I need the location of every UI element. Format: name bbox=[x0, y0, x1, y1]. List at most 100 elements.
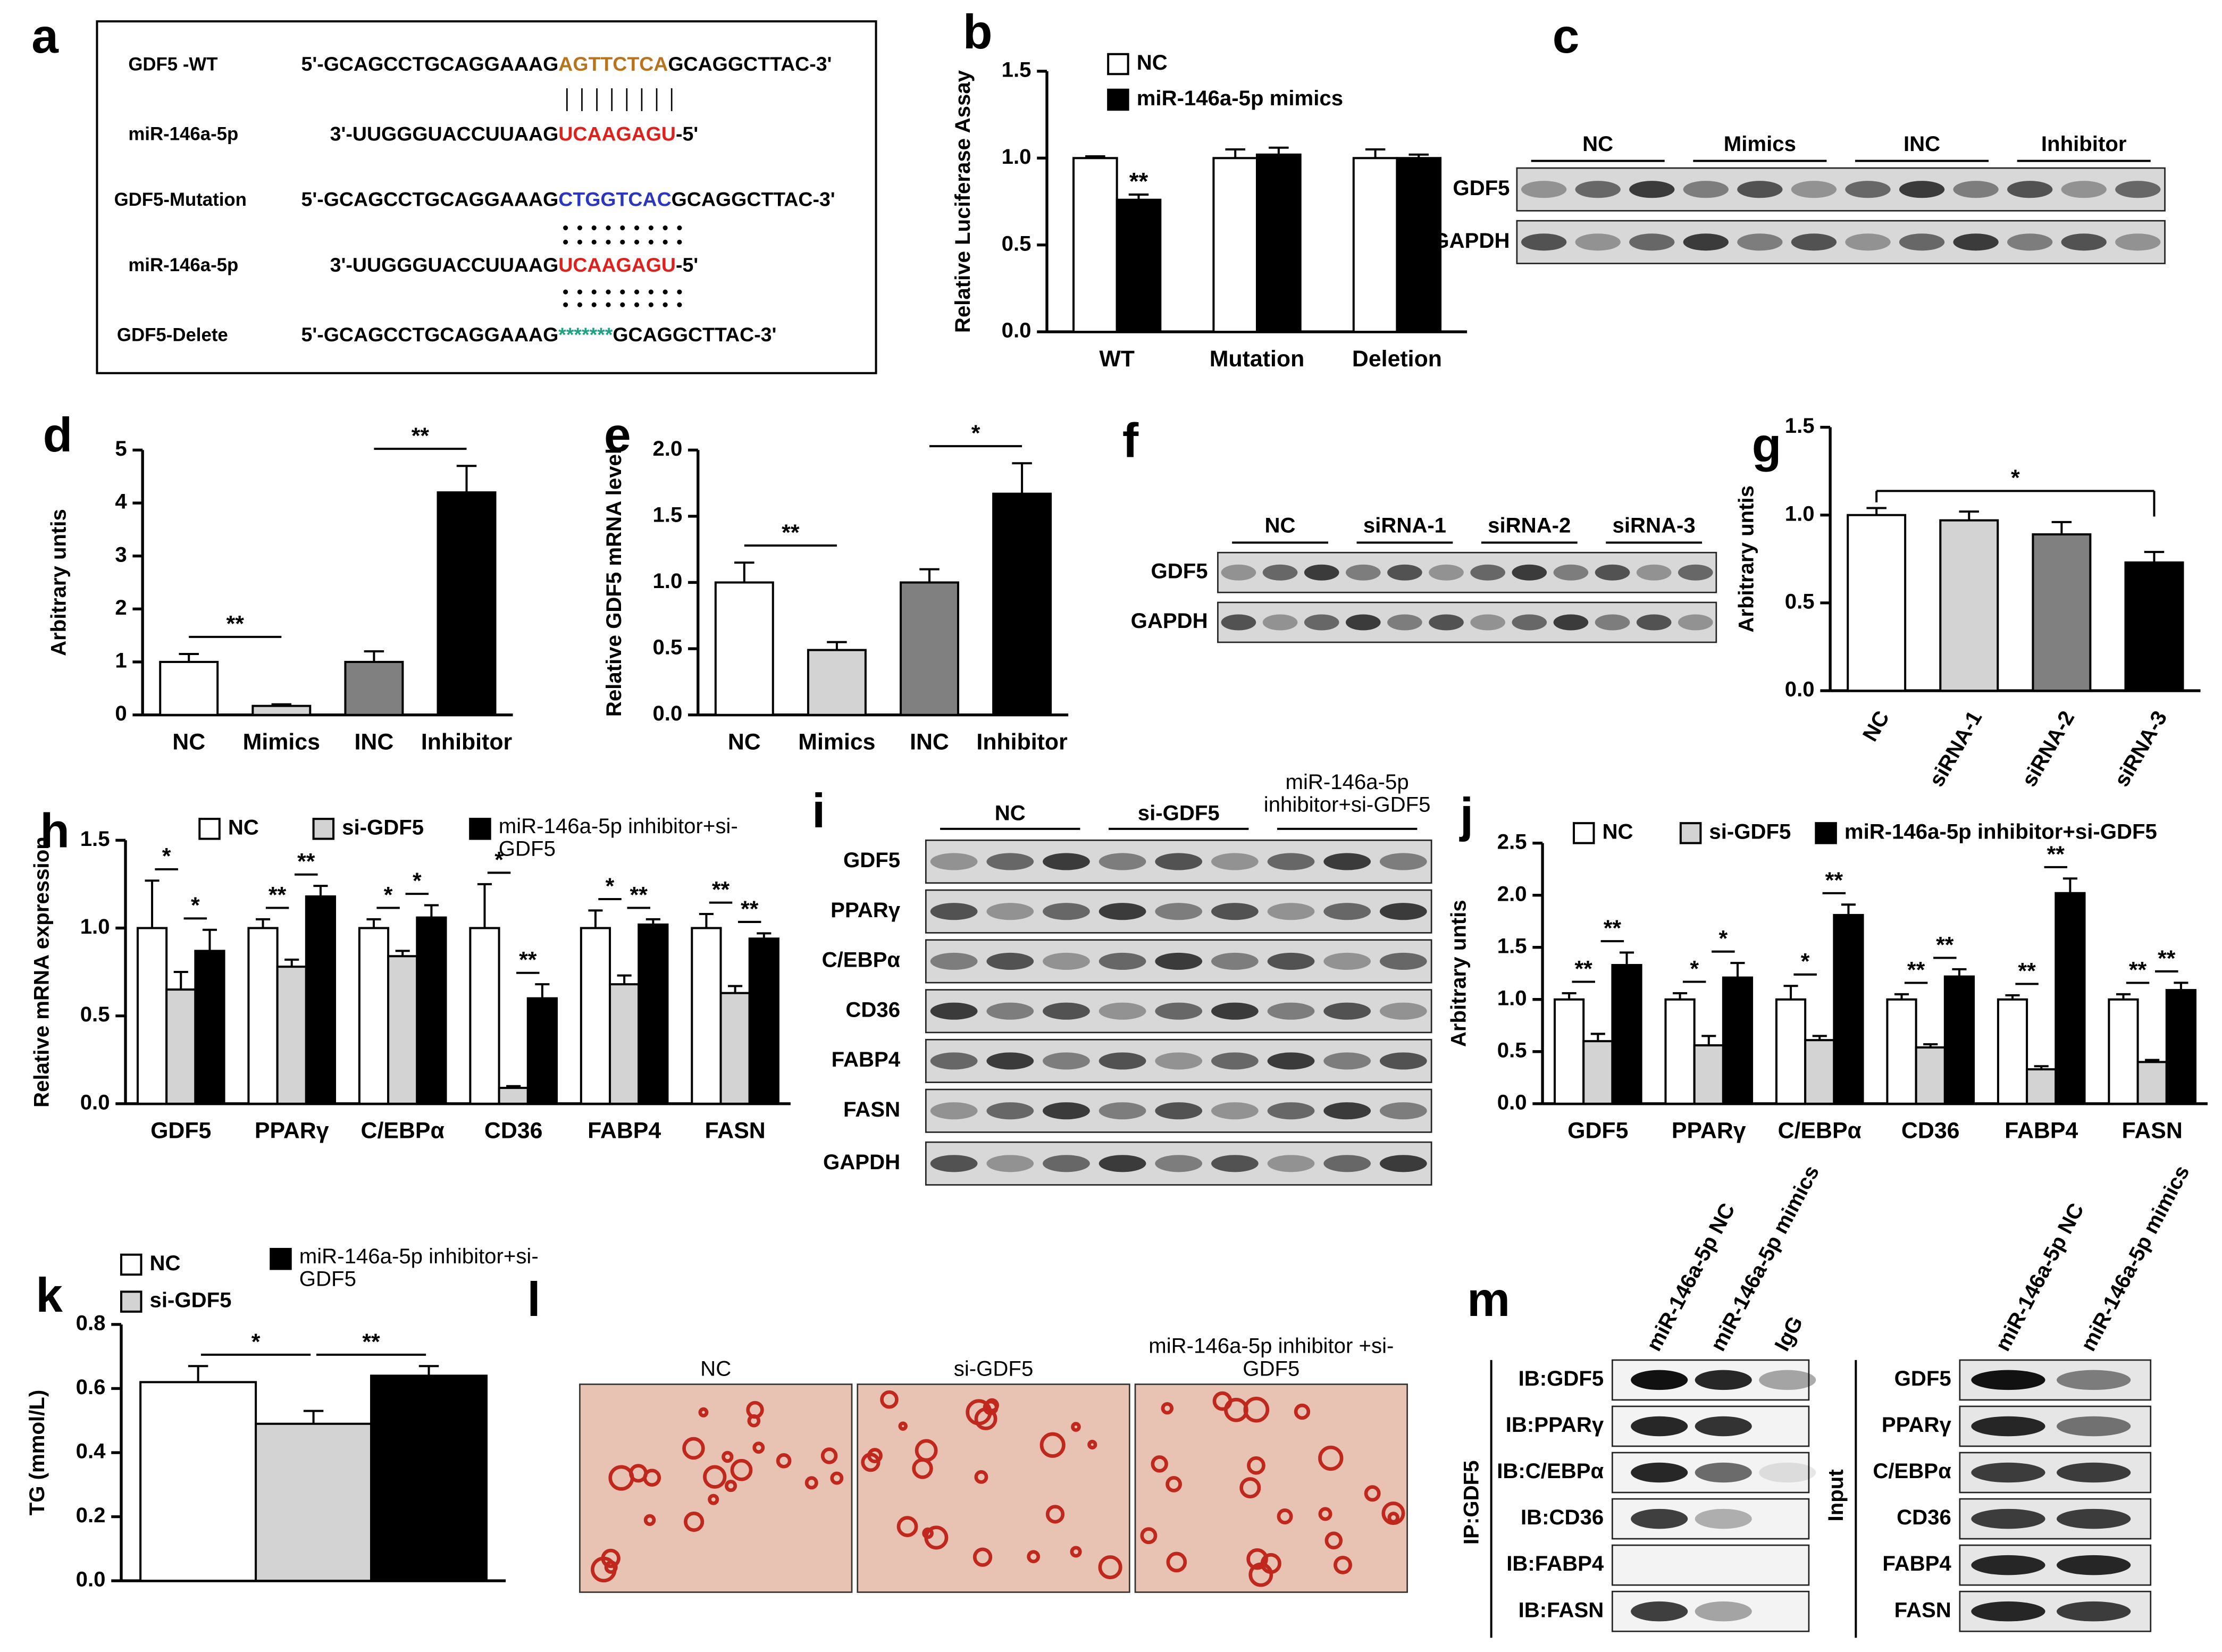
error-bar bbox=[734, 561, 754, 583]
x-tick-label: Mutation bbox=[1210, 346, 1304, 372]
panel-letter: i bbox=[812, 784, 825, 838]
blot-band bbox=[930, 1052, 978, 1070]
pairing-dot bbox=[663, 302, 668, 307]
lipid-droplet bbox=[1045, 1505, 1065, 1524]
y-axis-label: Relative GDF5 mRNA level bbox=[602, 448, 626, 717]
ip-label: IP:GDF5 bbox=[1459, 1461, 1483, 1545]
pairing-dot bbox=[606, 239, 611, 245]
y-tick-label: 0.2 bbox=[76, 1503, 106, 1527]
error-bar bbox=[1866, 507, 1886, 515]
blot-band bbox=[1575, 233, 1621, 251]
legend-label: NC bbox=[1603, 820, 1633, 844]
error-bar bbox=[827, 641, 847, 650]
blot-band bbox=[1267, 853, 1315, 870]
significance: * bbox=[1690, 956, 1699, 982]
error-bar bbox=[728, 985, 743, 993]
blot-band bbox=[1379, 853, 1427, 870]
sequence-label: miR-146a-5p bbox=[128, 124, 238, 145]
bar bbox=[194, 950, 225, 1105]
error-bar bbox=[919, 568, 940, 583]
pairing-dot bbox=[663, 289, 668, 295]
y-tick-label: 4 bbox=[115, 490, 127, 514]
x-tick-label: FABP4 bbox=[2005, 1118, 2078, 1144]
blot-band bbox=[1379, 1052, 1427, 1070]
x-tick-label: Deletion bbox=[1352, 346, 1442, 372]
y-tick-label: 1.0 bbox=[1785, 501, 1815, 525]
significance: ** bbox=[1907, 957, 1925, 983]
significance: * bbox=[1801, 949, 1810, 975]
legend-swatch bbox=[198, 818, 221, 840]
blot-row-label: FASN bbox=[843, 1097, 900, 1121]
blot-band bbox=[930, 952, 978, 970]
group-label: NC bbox=[1582, 132, 1613, 156]
pairing-dot bbox=[677, 225, 682, 231]
blot-band bbox=[1899, 181, 1945, 198]
sequence-part: 5'-GCAGCCTGCAGGAAAG bbox=[301, 188, 559, 211]
panel-letter: f bbox=[1122, 414, 1139, 468]
error-bar bbox=[364, 650, 384, 662]
blot-band bbox=[1267, 1052, 1315, 1070]
y-tick-label: 0.0 bbox=[76, 1567, 106, 1591]
blot-band bbox=[1211, 1102, 1259, 1120]
blot-band bbox=[930, 1002, 978, 1020]
pairing-dot bbox=[606, 225, 611, 231]
blot-band bbox=[1345, 614, 1381, 631]
input-row-label: FABP4 bbox=[1882, 1552, 1951, 1575]
error-bar bbox=[418, 1365, 439, 1376]
lipid-droplet bbox=[747, 1414, 761, 1428]
blot-band bbox=[1636, 614, 1672, 631]
blot-strip bbox=[1516, 167, 2166, 212]
y-axis-label: Arbitrary untis bbox=[46, 509, 70, 656]
group-label: INC bbox=[1904, 132, 1940, 156]
blot-band bbox=[1043, 1052, 1090, 1070]
lipid-droplet bbox=[1087, 1439, 1097, 1450]
sequence-part: GCAGGCTTAC-3' bbox=[613, 323, 776, 346]
bar bbox=[159, 660, 219, 716]
pairing-dot bbox=[620, 239, 625, 245]
error-bar bbox=[366, 918, 381, 928]
sequence-part: GCAGGCTTAC-3' bbox=[672, 188, 835, 211]
error-bar bbox=[1365, 148, 1386, 158]
significance-line bbox=[1875, 490, 2156, 517]
blot-band bbox=[930, 903, 978, 920]
blot-band bbox=[1099, 903, 1146, 920]
sequence-site: ******* bbox=[558, 323, 613, 346]
lipid-droplet bbox=[698, 1407, 709, 1418]
lipid-droplet bbox=[682, 1437, 705, 1460]
error-bar bbox=[2062, 877, 2077, 893]
blot-band bbox=[1595, 614, 1630, 631]
sequence-part: 3'-UUGGGUACCUUAAG bbox=[330, 254, 559, 276]
bar bbox=[2055, 892, 2086, 1105]
blot-band bbox=[1429, 614, 1464, 631]
bar bbox=[609, 983, 640, 1105]
lipid-droplet bbox=[983, 1399, 999, 1415]
y-axis-label: TG (mmol/L) bbox=[25, 1390, 49, 1515]
bar bbox=[2165, 989, 2196, 1105]
error-bar bbox=[303, 1410, 324, 1424]
error-bar bbox=[1952, 968, 1967, 977]
x-tick-label: Mimics bbox=[243, 729, 320, 754]
bar bbox=[691, 927, 722, 1105]
blot-row-label: GAPDH bbox=[823, 1150, 900, 1174]
blot-row-label: GDF5 bbox=[1453, 176, 1510, 200]
error-bar bbox=[179, 652, 199, 662]
pairing-dot bbox=[677, 302, 682, 307]
sequence-site: CTGGTCAC bbox=[558, 188, 671, 211]
pairing-dot bbox=[663, 239, 668, 245]
x-tick-label: Inhibitor bbox=[976, 729, 1068, 754]
pairing-dot bbox=[591, 225, 597, 231]
bar bbox=[1833, 913, 1864, 1105]
error-bar bbox=[188, 1365, 208, 1382]
legend-label: NC bbox=[228, 815, 259, 839]
blot-band bbox=[1043, 1102, 1090, 1120]
x-tick-label: Mimics bbox=[798, 729, 875, 754]
group-label: si-GDF5 bbox=[1138, 801, 1220, 825]
significance: ** bbox=[741, 896, 759, 922]
lipid-droplet bbox=[880, 1390, 899, 1409]
blot-band bbox=[2056, 1416, 2131, 1437]
legend-label: si-GDF5 bbox=[342, 815, 424, 839]
lipid-droplet bbox=[752, 1441, 765, 1454]
lipid-droplet bbox=[730, 1458, 753, 1481]
significance: * bbox=[1719, 926, 1728, 952]
x-tick-label: NC bbox=[728, 729, 761, 754]
